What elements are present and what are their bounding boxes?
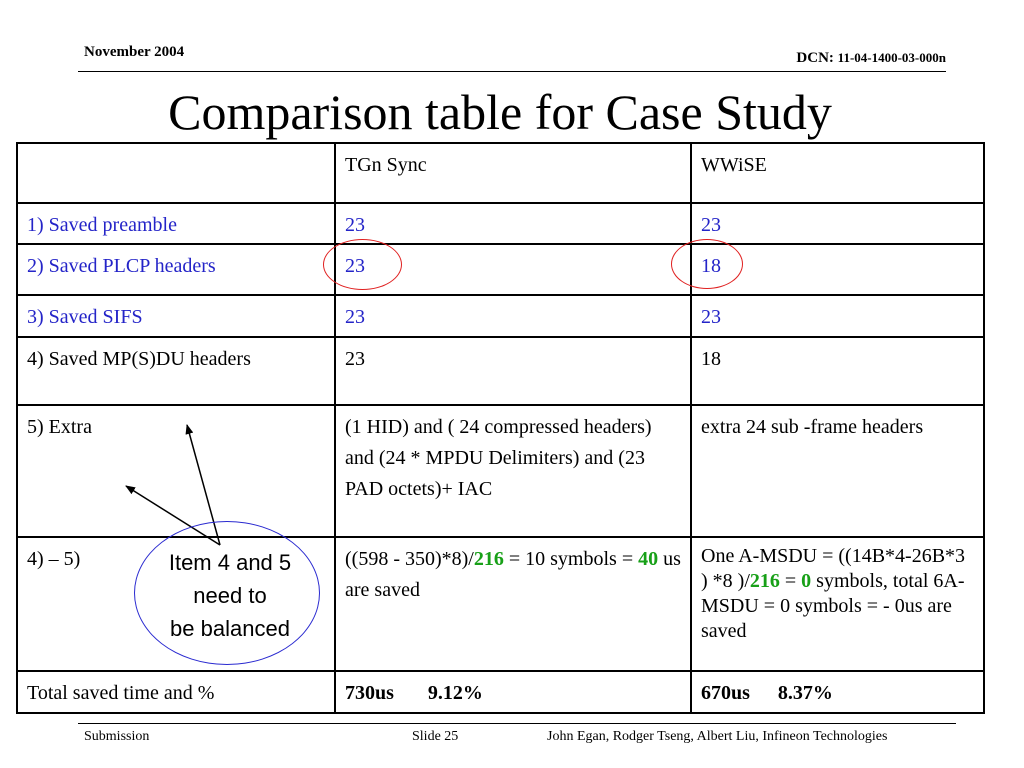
table-row: 4) – 5) ((598 - 350)*8)/216 = 10 symbols… [16, 536, 985, 672]
tgn-value: 23 [334, 202, 692, 245]
row-label: 3) Saved SIFS [16, 294, 336, 338]
tgn-formula-e: us are saved [345, 548, 681, 601]
highlight-circle-wwise [671, 239, 743, 289]
row-label: 4) Saved MP(S)DU headers [16, 336, 336, 406]
header-date: November 2004 [84, 44, 185, 60]
wwise-total-pct: 8.37% [777, 682, 833, 704]
tgn-formula-divisor: 216 [473, 548, 504, 570]
footer-authors: John Egan, Rodger Tseng, Albert Liu, Inf… [547, 729, 888, 744]
annotation-note: Item 4 and 5 need to be balanced [138, 546, 322, 645]
tgn-value: 23 [334, 336, 692, 406]
wwise-value: 23 [690, 202, 985, 245]
slide-title: Comparison table for Case Study [168, 84, 832, 140]
tgn-value: (1 HID) and ( 24 compressed headers) and… [334, 404, 692, 538]
dcn-number: 11-04-1400-03-000n [837, 50, 946, 65]
tgn-formula-a: ((598 - 350)*8)/ [345, 548, 474, 570]
highlight-circle-tgn [323, 239, 402, 290]
comparison-table: TGn Sync WWiSE 1) Saved preamble 23 23 2… [16, 142, 985, 714]
tgn-value: ((598 - 350)*8)/216 = 10 symbols = 40 us… [334, 536, 692, 672]
wwise-value: extra 24 sub -frame headers [690, 404, 985, 538]
annotation-circle [134, 521, 320, 665]
row-label: 1) Saved preamble [16, 202, 336, 245]
annotation-line-2: need to [193, 583, 267, 608]
row-label: Total saved time and % [16, 670, 336, 714]
row-label: 2) Saved PLCP headers [16, 243, 336, 296]
wwise-formula-result: 0 [801, 570, 812, 592]
wwise-formula-divisor: 216 [749, 570, 780, 592]
tgn-total: 730us 9.12% [334, 670, 692, 714]
annotation-line-1: Item 4 and 5 [168, 550, 292, 575]
footer-slide-number: Slide 25 [412, 729, 459, 744]
header-cell-wwise: WWiSE [690, 142, 985, 204]
table-row: 5) Extra (1 HID) and ( 24 compressed hea… [16, 404, 985, 538]
table-row: 3) Saved SIFS 23 23 [16, 294, 985, 338]
annotation-line-3: be balanced [170, 616, 290, 641]
table-row: 1) Saved preamble 23 23 [16, 202, 985, 245]
table-header-row: TGn Sync WWiSE [16, 142, 985, 204]
table-row: 4) Saved MP(S)DU headers 23 18 [16, 336, 985, 406]
wwise-formula-a: One A-MSDU = ((14B*4-26B*3 ) *8 )/ [701, 545, 966, 592]
wwise-formula-c: = [779, 570, 802, 592]
table-row-total: Total saved time and % 730us 9.12% 670us 8… [16, 670, 985, 714]
tgn-value: 23 [334, 294, 692, 338]
tgn-total-time: 730us [345, 682, 394, 704]
dcn-label: DCN: [796, 50, 834, 66]
header-dcn: DCN: 11-04-1400-03-000n [796, 50, 946, 67]
wwise-total: 670us 8.37% [690, 670, 985, 714]
wwise-value: One A-MSDU = ((14B*4-26B*3 ) *8 )/216 = … [690, 536, 985, 672]
header-cell-empty [16, 142, 336, 204]
footer-divider [78, 723, 956, 724]
tgn-formula-result: 40 [638, 548, 659, 570]
wwise-value: 18 [690, 336, 985, 406]
header-divider [78, 71, 946, 72]
header-cell-tgn-sync: TGn Sync [334, 142, 692, 204]
tgn-total-pct: 9.12% [427, 682, 483, 704]
wwise-formula-e: symbols, total 6A-MSDU = 0 symbols = - 0… [701, 570, 965, 642]
tgn-formula-c: = 10 symbols = [503, 548, 639, 570]
wwise-total-time: 670us [701, 682, 750, 704]
footer-submission: Submission [84, 729, 150, 744]
wwise-value: 23 [690, 294, 985, 338]
